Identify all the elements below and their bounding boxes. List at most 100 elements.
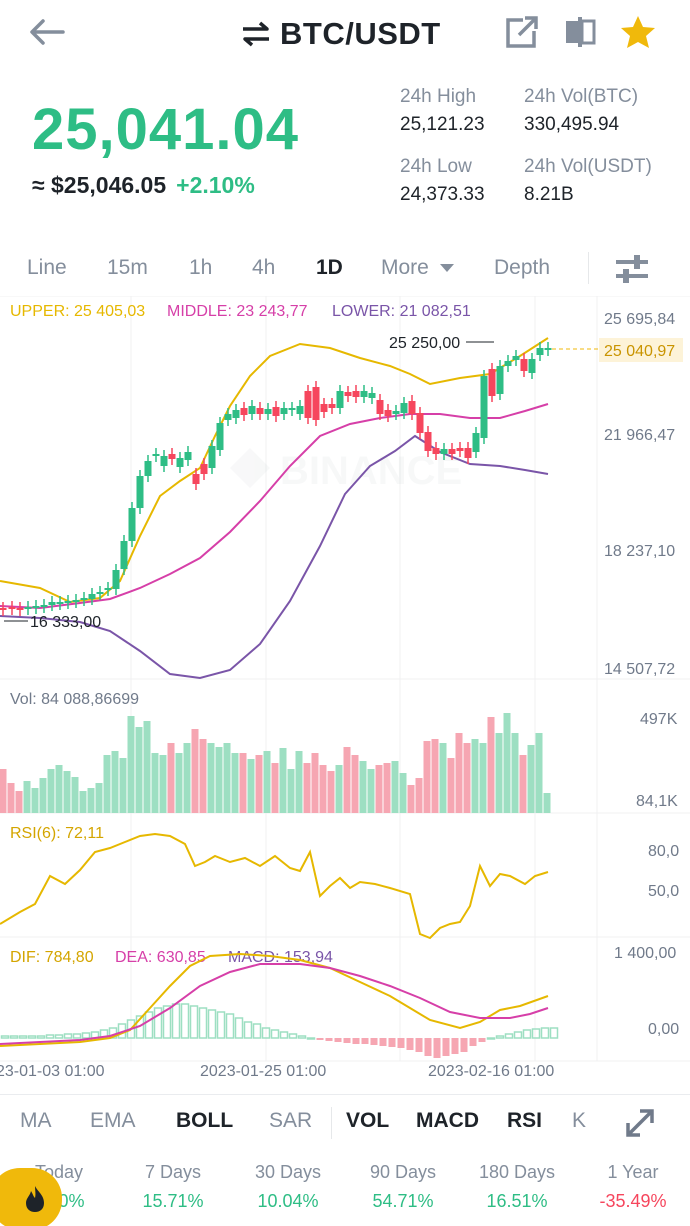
macd-bar [334,1038,342,1042]
candle [224,414,232,420]
volume-bar [311,753,319,813]
volume-bar [431,739,439,813]
perf-7-days: 7 Days 15.71% [118,1162,228,1212]
candle [64,601,72,603]
macd-bar [306,1037,316,1040]
macd-bar [252,1023,262,1039]
indicator-rsi[interactable]: RSI [507,1109,543,1132]
tab-more[interactable]: More [381,256,455,280]
tab-depth[interactable]: Depth [494,256,551,279]
chart-settings-button[interactable] [612,252,652,286]
share-button[interactable] [502,12,542,52]
candle [104,588,112,590]
volume-bar [231,753,239,813]
flame-icon [26,1186,44,1212]
volume-bar [423,741,431,813]
candle [512,356,520,360]
candle [256,408,264,414]
performance-row: Today 2.10% 7 Days 15.71% 30 Days 10.04%… [0,1152,690,1226]
volume-bar [399,773,407,813]
macd-bar [504,1033,514,1039]
candle [16,608,24,610]
volume-bar [303,763,311,813]
floating-action-button[interactable] [0,1168,62,1226]
stat-label: 24h Vol(USDT) [524,156,652,177]
macd-bar [243,1021,253,1039]
fullscreen-button[interactable] [620,1103,660,1143]
volume-bar [439,743,447,813]
volume-bar [47,769,55,813]
perf-label: 90 Days [369,1162,437,1182]
volume-bar [287,769,295,813]
volume-bar [39,778,47,813]
stat-label: 24h Vol(BTC) [524,86,639,107]
volume-bar [343,747,351,813]
star-icon [621,16,655,48]
macd-bar [180,1003,190,1039]
binance-watermark: BINANCE [230,448,462,493]
macd-bar [316,1038,324,1040]
indicator-ema[interactable]: EMA [90,1109,136,1132]
indicator-ma[interactable]: MA [20,1109,52,1132]
fiat-price: ≈ $25,046.05 [32,172,167,198]
macd-bar [126,1019,136,1039]
indicator-sar[interactable]: SAR [269,1109,313,1132]
candles [0,342,552,616]
stat-24h-vol-usdt: 24h Vol(USDT) 8.21B [524,156,652,206]
macd-bar [361,1038,369,1044]
indicator-kdj[interactable]: K [572,1109,587,1132]
candle [544,348,552,350]
candle [272,407,280,416]
tab-1h[interactable]: 1h [189,256,213,279]
max-price-label: 25 250,00 [389,335,460,352]
perf-value: 54.71% [372,1191,434,1211]
macd-bar [162,1005,172,1039]
stat-24h-low: 24h Low 24,373.33 [400,156,485,206]
volume-bar [7,783,15,813]
indicator-vol[interactable]: VOL [346,1109,390,1132]
favorite-button[interactable] [618,12,658,52]
volume-bar [471,739,479,813]
volume-bar [543,793,551,813]
candle [56,602,64,604]
candle [8,607,16,609]
candle [32,606,40,608]
volume-bar [111,751,119,813]
price-axis-tick: 21 966,47 [604,427,675,444]
volume-label: Vol: 84 088,86699 [10,691,139,708]
tab-1d[interactable]: 1D [316,256,343,279]
tab-15m[interactable]: 15m [107,256,148,279]
back-arrow-icon [30,19,65,45]
macd-bar [72,1033,82,1039]
volume-bar [215,747,223,813]
candle [312,387,320,420]
candle [248,406,256,414]
current-price-tag: 25 040,97 [604,343,675,360]
volume-bar [199,739,207,813]
candle [80,598,88,600]
timeframe-tabs: Line 15m 1h 4h 1D More Depth [0,246,690,292]
last-price: 25,041.04 [32,97,300,162]
perf-30-days: 30 Days 10.04% [233,1162,343,1212]
candle [40,605,48,607]
split-view-button[interactable] [560,12,600,52]
macd-bar [397,1038,405,1048]
volume-bar [55,765,63,813]
macd-bar [9,1035,19,1039]
candle [112,570,120,589]
macd-bar [388,1038,396,1047]
boll-middle-line [0,403,549,610]
back-button[interactable] [24,12,68,52]
candle [288,408,296,410]
macd-axis-tick: 0,00 [648,1021,679,1038]
macd-bar [270,1029,280,1039]
indicator-macd[interactable]: MACD [416,1109,479,1132]
candle [320,404,328,412]
kline-chart[interactable]: BINANCE UPPER: 25 405,03 MIDDLE: 23 243,… [0,296,690,1086]
pair-selector[interactable]: BTC/USDT [240,14,441,54]
tab-line[interactable]: Line [27,256,67,279]
macd-bar [415,1038,423,1052]
volume-bar [519,755,527,813]
indicator-boll[interactable]: BOLL [176,1109,234,1132]
tab-4h[interactable]: 4h [252,256,276,279]
